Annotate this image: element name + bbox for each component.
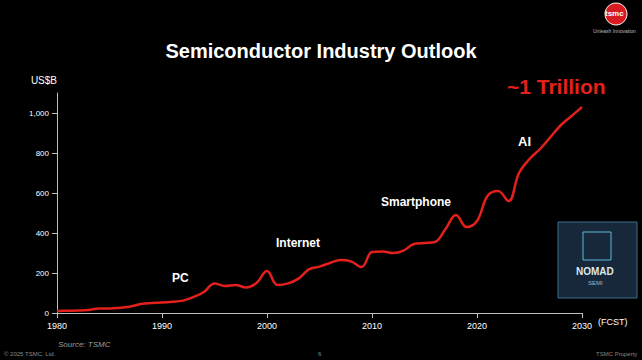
svg-text:200: 200	[36, 269, 50, 278]
svg-text:PC: PC	[172, 271, 189, 285]
svg-text:NOMAD: NOMAD	[576, 266, 614, 277]
svg-text:© 2025 TSMC, Ltd.: © 2025 TSMC, Ltd.	[4, 351, 56, 357]
svg-text:1990: 1990	[152, 321, 172, 331]
svg-text:US$B: US$B	[31, 75, 57, 86]
svg-text:AI: AI	[518, 134, 531, 149]
svg-text:Source: TSMC: Source: TSMC	[58, 340, 111, 349]
svg-text:6: 6	[318, 351, 322, 357]
svg-text:(FCST): (FCST)	[598, 317, 628, 327]
svg-text:600: 600	[36, 189, 50, 198]
svg-text:Unleash Innovation: Unleash Innovation	[593, 28, 636, 34]
svg-text:~1 Trillion: ~1 Trillion	[507, 75, 606, 98]
svg-text:0: 0	[45, 309, 50, 318]
svg-text:2020: 2020	[467, 321, 487, 331]
svg-text:Smartphone: Smartphone	[381, 195, 451, 209]
svg-text:400: 400	[36, 229, 50, 238]
svg-text:tsmc: tsmc	[605, 9, 624, 18]
svg-text:Internet: Internet	[276, 236, 320, 250]
svg-text:2030: 2030	[572, 321, 592, 331]
svg-text:800: 800	[36, 149, 50, 158]
svg-text:2000: 2000	[257, 321, 277, 331]
svg-text:TSMC Property: TSMC Property	[596, 351, 637, 357]
svg-text:2010: 2010	[362, 321, 382, 331]
svg-text:SEMI: SEMI	[588, 280, 603, 286]
svg-text:1,000: 1,000	[29, 109, 50, 118]
svg-text:1980: 1980	[47, 321, 67, 331]
svg-text:Semiconductor Industry Outlook: Semiconductor Industry Outlook	[165, 40, 477, 62]
